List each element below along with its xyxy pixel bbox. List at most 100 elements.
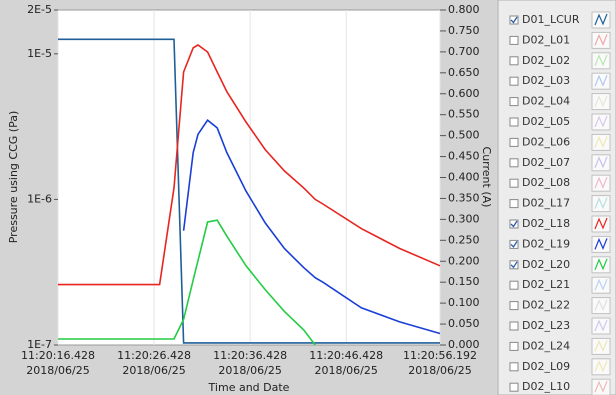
legend-swatch bbox=[594, 258, 608, 271]
legend-check bbox=[510, 220, 518, 228]
legend-checkbox[interactable] bbox=[509, 35, 519, 45]
legend-checkbox[interactable] bbox=[509, 301, 519, 311]
legend-label: D02_L01 bbox=[522, 33, 570, 46]
legend-label: D02_L23 bbox=[522, 319, 570, 332]
y2-tick-label: 0.200 bbox=[448, 254, 480, 267]
plot-area bbox=[57, 9, 441, 346]
legend-label: D02_L03 bbox=[522, 74, 570, 87]
legend-swatch bbox=[594, 135, 608, 148]
legend-checkbox[interactable] bbox=[509, 362, 519, 372]
legend-label: D02_L10 bbox=[522, 380, 570, 393]
legend-checkbox[interactable] bbox=[509, 76, 519, 86]
y-tick-label: 1E-5 bbox=[27, 47, 52, 60]
x-tick-date: 2018/06/25 bbox=[314, 364, 377, 377]
legend-checkbox[interactable] bbox=[509, 56, 519, 66]
y2-tick-label: 0.050 bbox=[448, 317, 480, 330]
y2-tick-label: 0.750 bbox=[448, 24, 480, 37]
legend-swatch bbox=[594, 197, 608, 210]
legend-swatch bbox=[594, 299, 608, 312]
x-tick-date: 2018/06/25 bbox=[218, 364, 281, 377]
x-tick-date: 2018/06/25 bbox=[408, 364, 471, 377]
legend-swatch bbox=[594, 74, 608, 87]
legend-label: D02_L17 bbox=[522, 197, 570, 210]
x-tick-label: 11:20:56.192 bbox=[403, 349, 477, 362]
legend-label: D02_L02 bbox=[522, 54, 570, 67]
legend-swatch bbox=[594, 54, 608, 67]
legend-swatch bbox=[594, 380, 608, 393]
y-axis-title: Pressure using CCG (Pa) bbox=[7, 111, 20, 244]
legend-swatch bbox=[594, 33, 608, 46]
y2-tick-label: 0.400 bbox=[448, 171, 480, 184]
y2-tick-label: 0.550 bbox=[448, 108, 480, 121]
legend-checkbox[interactable] bbox=[509, 199, 519, 209]
y2-tick-label: 0.800 bbox=[448, 3, 480, 16]
legend-swatch bbox=[594, 176, 608, 189]
x-axis-title: Time and Date bbox=[208, 381, 290, 394]
legend-swatch bbox=[594, 115, 608, 128]
legend-label: D02_L05 bbox=[522, 115, 570, 128]
legend-label: D02_L08 bbox=[522, 176, 570, 189]
series-line bbox=[182, 119, 441, 335]
y2-tick-label: 0.350 bbox=[448, 191, 480, 204]
x-tick-label: 11:20:26.428 bbox=[117, 349, 191, 362]
legend-label: D02_L21 bbox=[522, 278, 570, 291]
y-tick-label: 1E-7 bbox=[27, 338, 52, 351]
y2-tick-label: 0.500 bbox=[448, 129, 480, 142]
legend-checkbox[interactable] bbox=[509, 15, 519, 25]
legend-swatch bbox=[594, 217, 608, 230]
legend-swatch bbox=[594, 95, 608, 108]
x-tick-label: 11:20:36.428 bbox=[213, 349, 287, 362]
legend-label: D01_LCUR bbox=[522, 13, 580, 26]
legend-checkbox[interactable] bbox=[509, 382, 519, 392]
x-tick-label: 11:20:46.428 bbox=[309, 349, 383, 362]
y2-tick-label: 0.300 bbox=[448, 212, 480, 225]
legend-checkbox[interactable] bbox=[509, 260, 519, 270]
y2-tick-label: 0.650 bbox=[448, 66, 480, 79]
legend-label: D02_L06 bbox=[522, 135, 570, 148]
legend-swatch bbox=[594, 278, 608, 291]
legend-label: D02_L20 bbox=[522, 258, 570, 271]
legend-swatch bbox=[594, 13, 608, 26]
y2-tick-label: 0.600 bbox=[448, 87, 480, 100]
legend-checkbox[interactable] bbox=[509, 97, 519, 107]
legend-label: D02_L22 bbox=[522, 299, 570, 312]
legend-check bbox=[510, 241, 518, 248]
x-tick-label: 11:20:16.428 bbox=[21, 349, 95, 362]
legend-checkbox[interactable] bbox=[509, 219, 519, 229]
legend-label: D02_L07 bbox=[522, 156, 570, 169]
legend-checkbox[interactable] bbox=[509, 341, 519, 351]
y-tick-label: 2E-5 bbox=[27, 3, 52, 16]
y2-tick-label: 0.250 bbox=[448, 233, 480, 246]
legend-checkbox[interactable] bbox=[509, 321, 519, 331]
legend-swatch bbox=[594, 339, 608, 352]
x-tick-date: 2018/06/25 bbox=[122, 364, 185, 377]
y2-tick-label: 0.700 bbox=[448, 45, 480, 58]
series-line bbox=[58, 38, 440, 344]
x-tick-date: 2018/06/25 bbox=[26, 364, 89, 377]
legend-checkbox[interactable] bbox=[509, 239, 519, 249]
legend-checkbox[interactable] bbox=[509, 117, 519, 127]
series-line bbox=[58, 44, 441, 286]
legend-swatch bbox=[594, 319, 608, 332]
legend-checkbox[interactable] bbox=[509, 158, 519, 168]
legend-label: D02_L24 bbox=[522, 339, 570, 352]
y2-tick-label: 0.450 bbox=[448, 150, 480, 163]
legend-checkbox[interactable] bbox=[509, 280, 519, 290]
y-tick-label: 1E-6 bbox=[27, 192, 52, 205]
legend-label: D02_L18 bbox=[522, 217, 570, 230]
y2-tick-label: 0.100 bbox=[448, 296, 480, 309]
y2-tick-label: 0.000 bbox=[448, 338, 480, 351]
legend-swatch bbox=[594, 237, 608, 250]
legend-swatch bbox=[594, 156, 608, 169]
series-line bbox=[58, 219, 316, 346]
legend-label: D02_L04 bbox=[522, 95, 570, 108]
legend-swatch bbox=[594, 360, 608, 373]
legend-checkbox[interactable] bbox=[509, 178, 519, 188]
legend-label: D02_L19 bbox=[522, 237, 570, 250]
legend-check bbox=[510, 261, 518, 269]
y2-axis-title: Current (A) bbox=[480, 147, 493, 208]
legend-check bbox=[510, 16, 518, 24]
legend-label: D02_L09 bbox=[522, 360, 570, 373]
legend-checkbox[interactable] bbox=[509, 137, 519, 147]
